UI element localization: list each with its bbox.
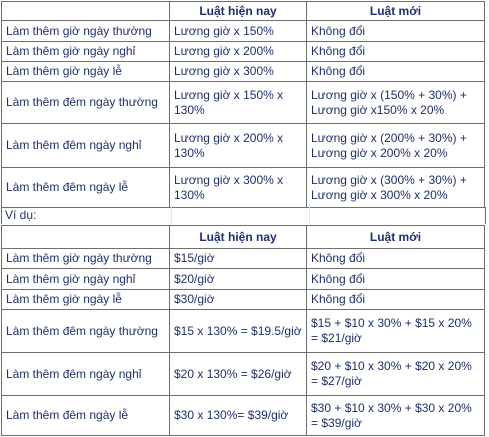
table-header-row: Luật hiện nay Luật mới bbox=[1, 1, 485, 21]
current-law-cell[interactable]: $30 x 130%= $39/giờ bbox=[169, 395, 307, 436]
table-row: Làm thêm giờ ngày thường Lương giờ x 150… bbox=[1, 20, 485, 42]
new-law-cell[interactable]: Không đổi bbox=[306, 248, 485, 269]
new-law-cell[interactable]: $30 + $10 x 30% + $30 x 20% = $39/giờ bbox=[306, 395, 485, 436]
example-label[interactable]: Ví dụ: bbox=[5, 208, 37, 222]
current-law-cell[interactable]: $15 x 130% = $19.5/giờ bbox=[169, 309, 307, 353]
table-row: Làm thêm đêm ngày thường Lương giờ x 150… bbox=[1, 81, 485, 124]
current-law-cell[interactable]: $20/giờ bbox=[169, 268, 307, 290]
new-law-cell[interactable]: Lương giờ x (150% + 30%) + Lương giờ x15… bbox=[306, 81, 485, 124]
current-law-cell[interactable]: Lương giờ x 200% bbox=[169, 41, 307, 62]
current-law-cell[interactable]: Lương giờ x 300% x 130% bbox=[169, 167, 307, 208]
table-row: Làm thêm giờ ngày lễ $30/giờ Không đổi bbox=[1, 289, 485, 310]
current-law-cell[interactable]: $15/giờ bbox=[169, 248, 307, 269]
table-row: Làm thêm đêm ngày thường $15 x 130% = $1… bbox=[1, 309, 485, 353]
current-law-cell[interactable]: Lương giờ x 150% x 130% bbox=[169, 81, 307, 124]
new-law-cell[interactable]: $20 + $10 x 30% + $20 x 20% = $27/giờ bbox=[306, 352, 485, 396]
row-label-cell[interactable]: Làm thêm đêm ngày thường bbox=[1, 81, 170, 124]
new-law-cell[interactable]: Không đổi bbox=[306, 268, 485, 290]
row-label-cell[interactable]: Làm thêm giờ ngày nghỉ bbox=[1, 41, 170, 62]
table-row: Làm thêm giờ ngày lễ Lương giờ x 300% Kh… bbox=[1, 61, 485, 82]
gridline bbox=[309, 207, 310, 224]
new-law-cell[interactable]: Không đổi bbox=[306, 20, 485, 42]
current-law-cell[interactable]: $20 x 130% = $26/giờ bbox=[169, 352, 307, 396]
new-law-cell[interactable]: Không đổi bbox=[306, 41, 485, 62]
current-law-cell[interactable]: Lương giờ x 150% bbox=[169, 20, 307, 42]
new-law-cell[interactable]: Không đổi bbox=[306, 289, 485, 310]
row-label-cell[interactable]: Làm thêm đêm ngày thường bbox=[1, 309, 170, 353]
header-new-law[interactable]: Luật mới bbox=[306, 1, 485, 21]
table-header-row: Luật hiện nay Luật mới bbox=[1, 225, 485, 249]
row-label-cell[interactable]: Làm thêm đêm ngày nghỉ bbox=[1, 352, 170, 396]
row-label-cell[interactable]: Làm thêm đêm ngày nghỉ bbox=[1, 123, 170, 168]
header-current-law[interactable]: Luật hiện nay bbox=[169, 225, 307, 249]
table-row: Làm thêm đêm ngày nghỉ $20 x 130% = $26/… bbox=[1, 352, 485, 396]
header-new-law[interactable]: Luật mới bbox=[306, 225, 485, 249]
overtime-rules-table: Luật hiện nay Luật mới Làm thêm giờ ngày… bbox=[1, 1, 485, 208]
table-row: Làm thêm giờ ngày thường $15/giờ Không đ… bbox=[1, 248, 485, 269]
row-label-cell[interactable]: Làm thêm đêm ngày lễ bbox=[1, 395, 170, 436]
header-cell-empty[interactable] bbox=[1, 1, 170, 21]
current-law-cell[interactable]: $30/giờ bbox=[169, 289, 307, 310]
header-cell-empty[interactable] bbox=[1, 225, 170, 249]
table-row: Làm thêm giờ ngày nghỉ Lương giờ x 200% … bbox=[1, 41, 485, 62]
table-row: Làm thêm đêm ngày nghỉ Lương giờ x 200% … bbox=[1, 123, 485, 168]
new-law-cell[interactable]: Lương giờ x (200% + 30%) + Lương giờ x 2… bbox=[306, 123, 485, 168]
table-row: Làm thêm đêm ngày lễ Lương giờ x 300% x … bbox=[1, 167, 485, 208]
row-label-cell[interactable]: Làm thêm giờ ngày thường bbox=[1, 20, 170, 42]
new-law-cell[interactable]: Lương giờ x (300% + 30%) + Lương giờ x 3… bbox=[306, 167, 485, 208]
example-row bbox=[1, 207, 486, 224]
row-label-cell[interactable]: Làm thêm giờ ngày nghỉ bbox=[1, 268, 170, 290]
row-label-cell[interactable]: Làm thêm giờ ngày thường bbox=[1, 248, 170, 269]
row-label-cell[interactable]: Làm thêm giờ ngày lễ bbox=[1, 289, 170, 310]
current-law-cell[interactable]: Lương giờ x 200% x 130% bbox=[169, 123, 307, 168]
table-row: Làm thêm giờ ngày nghỉ $20/giờ Không đổi bbox=[1, 268, 485, 290]
gridline bbox=[171, 207, 172, 224]
table-row: Làm thêm đêm ngày lễ $30 x 130%= $39/giờ… bbox=[1, 395, 485, 436]
overtime-example-table: Luật hiện nay Luật mới Làm thêm giờ ngày… bbox=[1, 225, 485, 436]
header-current-law[interactable]: Luật hiện nay bbox=[169, 1, 307, 21]
new-law-cell[interactable]: Không đổi bbox=[306, 61, 485, 82]
new-law-cell[interactable]: $15 + $10 x 30% + $15 x 20% = $21/giờ bbox=[306, 309, 485, 353]
row-label-cell[interactable]: Làm thêm đêm ngày lễ bbox=[1, 167, 170, 208]
current-law-cell[interactable]: Lương giờ x 300% bbox=[169, 61, 307, 82]
row-label-cell[interactable]: Làm thêm giờ ngày lễ bbox=[1, 61, 170, 82]
